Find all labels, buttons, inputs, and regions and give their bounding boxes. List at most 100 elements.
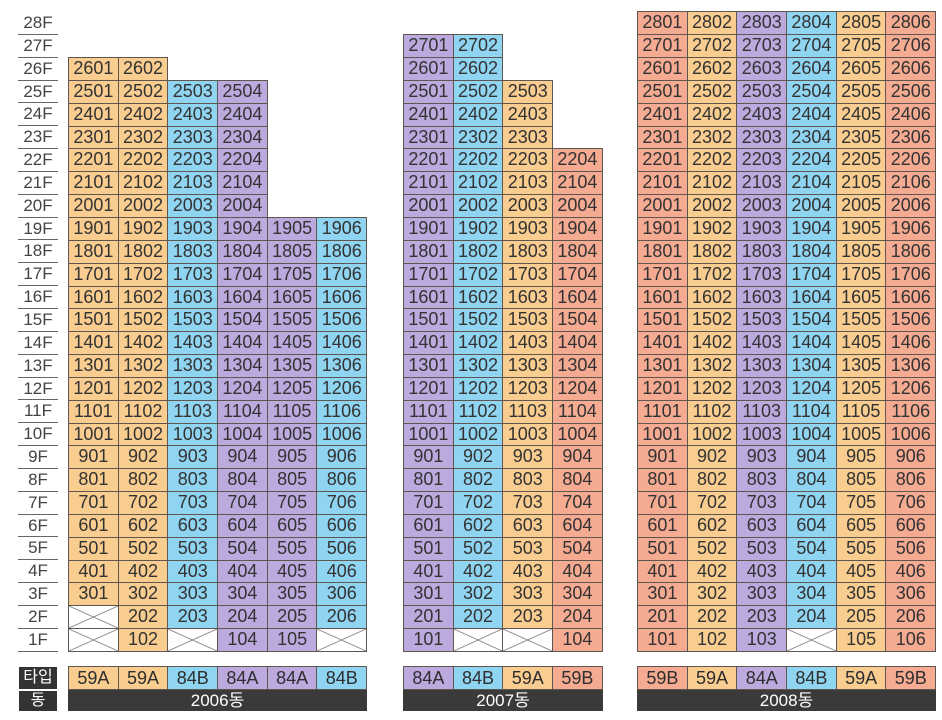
unit-cell: 1805 <box>266 239 318 264</box>
unit-cell: 903 <box>167 445 219 470</box>
unit-cell: 1503 <box>167 308 219 333</box>
unit-cell: 2601 <box>68 57 119 81</box>
unit-cell: 2304 <box>786 125 837 150</box>
unit-cell: 1606 <box>885 285 937 310</box>
floor-label: 24F <box>18 103 58 127</box>
unit-cell: 405 <box>266 559 318 584</box>
unit-cell: 1706 <box>885 262 937 287</box>
unit-cell: 504 <box>217 536 268 561</box>
unit-cell: 404 <box>786 559 837 584</box>
unit-cell: 1402 <box>686 331 738 356</box>
unit-cell: 1001 <box>403 422 454 447</box>
unit-cell: 402 <box>686 559 738 584</box>
unit-cell: 2703 <box>736 34 788 59</box>
floor-label: 5F <box>18 537 58 561</box>
unit-cell: 2101 <box>637 171 688 196</box>
floor-label: 11F <box>18 400 58 424</box>
unit-cell: 1003 <box>502 422 554 447</box>
unit-cell: 2504 <box>217 79 268 104</box>
unit-cell: 2501 <box>403 79 454 104</box>
unit-cell: 1405 <box>835 331 887 356</box>
unit-column: 2601 2501 2401 2301 2201 2101 2001 1901 1801 1701… <box>68 57 119 652</box>
unit-column: 2503 2403 2303 2203 2103 2003 1903 1803 1703 1603… <box>167 79 219 652</box>
unit-cell: 2001 <box>637 194 688 218</box>
floor-label: 6F <box>18 515 58 538</box>
unit-cell: 802 <box>452 468 504 493</box>
unit-cell: 102 <box>117 628 169 652</box>
unit-cell: 1404 <box>217 331 268 356</box>
unit-cell: 302 <box>117 582 169 607</box>
unit-cell: 1004 <box>217 422 268 447</box>
unit-type-label: 59B <box>552 666 603 690</box>
unit-cell: 1203 <box>502 376 554 401</box>
unit-cell: 701 <box>403 491 454 515</box>
unit-cell: 2403 <box>502 102 554 127</box>
unit-cell: 2602 <box>686 57 738 81</box>
unit-cell: 1502 <box>117 308 169 333</box>
unit-cell: 1704 <box>552 262 603 287</box>
unit-cell: 2302 <box>452 125 504 150</box>
unit-cell: 602 <box>117 513 169 538</box>
unit-cell: 505 <box>266 536 318 561</box>
floor-label: 2F <box>18 606 58 629</box>
unit-cell: 2002 <box>686 194 738 218</box>
unit-cell: 1806 <box>885 239 937 264</box>
unit-cell: 1202 <box>117 376 169 401</box>
unit-cell: 2101 <box>403 171 454 196</box>
unit-type-label: 84B <box>786 666 837 690</box>
unit-type-label: 59A <box>68 666 119 690</box>
unit-column: 2806 2706 2606 2506 2406 2306 2206 2106 2006 1906… <box>885 11 937 652</box>
unit-cell: 2602 <box>452 57 504 81</box>
unit-cell: 1804 <box>217 239 268 264</box>
unit-cell: 203 <box>736 605 788 630</box>
unit-cell: 2303 <box>502 125 554 150</box>
unit-cell: 1001 <box>68 422 119 447</box>
unit-cell: 1806 <box>316 239 368 264</box>
unit-cell: 2601 <box>403 57 454 81</box>
unit-cell: 902 <box>452 445 504 470</box>
unit-cell: 202 <box>452 605 504 630</box>
unit-cell: 1002 <box>117 422 169 447</box>
unit-cell: 101 <box>403 628 454 652</box>
building-2007: 2701 2601 2501 2401 2301 2201 2101 2001 1901 1801… <box>403 0 603 720</box>
unit-cell: 805 <box>835 468 887 493</box>
unit-cell: 1103 <box>167 399 219 424</box>
unit-cell: 1205 <box>835 376 887 401</box>
unit-cell: 2606 <box>885 57 937 81</box>
unit-cell: 403 <box>167 559 219 584</box>
unit-type-row: 59B 59A 84A 84B 59A 59B <box>637 666 937 690</box>
unit-cell: 1202 <box>452 376 504 401</box>
unit-cell: 1301 <box>403 354 454 378</box>
unit-cell: 1305 <box>266 354 318 378</box>
unit-cell: 2505 <box>835 79 887 104</box>
unit-cell: 2003 <box>736 194 788 218</box>
unit-type-label: 59B <box>637 666 688 690</box>
unit-cell: 1602 <box>686 285 738 310</box>
floor-axis: 28F 27F 26F 25F 24F 23F 22F 21F 20F 19F 18F 17F 16F 1… <box>18 12 58 652</box>
floor-label: 14F <box>18 332 58 355</box>
unit-cell: 503 <box>736 536 788 561</box>
unit-cell: 902 <box>686 445 738 470</box>
unit-cell: 402 <box>452 559 504 584</box>
unit-cell: 301 <box>68 582 119 607</box>
unit-cell: 1901 <box>68 216 119 241</box>
unit-cell: 305 <box>835 582 887 607</box>
unit-cell: 2005 <box>835 194 887 218</box>
unit-cell: 1001 <box>637 422 688 447</box>
unit-cell: 1506 <box>316 308 368 333</box>
unit-column: 2701 2601 2501 2401 2301 2201 2101 2001 1901 1801… <box>403 34 454 652</box>
unit-cell: 704 <box>786 491 837 515</box>
unit-cell: 1405 <box>266 331 318 356</box>
unit-cell: 2305 <box>835 125 887 150</box>
unit-cell: 2801 <box>637 11 688 36</box>
unit-stack: 2801 2701 2601 2501 2401 2301 2201 2101 2001 1901… <box>637 11 937 652</box>
unit-cell: 1105 <box>835 399 887 424</box>
unit-cell: 602 <box>686 513 738 538</box>
unit-cell: 1406 <box>885 331 937 356</box>
unit-cell: 1101 <box>68 399 119 424</box>
unit-cell: 2004 <box>552 194 603 218</box>
unit-cell: 1604 <box>552 285 603 310</box>
unit-cell: 1903 <box>736 216 788 241</box>
unit-cell: 1706 <box>316 262 368 287</box>
unit-cell: 2702 <box>686 34 738 59</box>
